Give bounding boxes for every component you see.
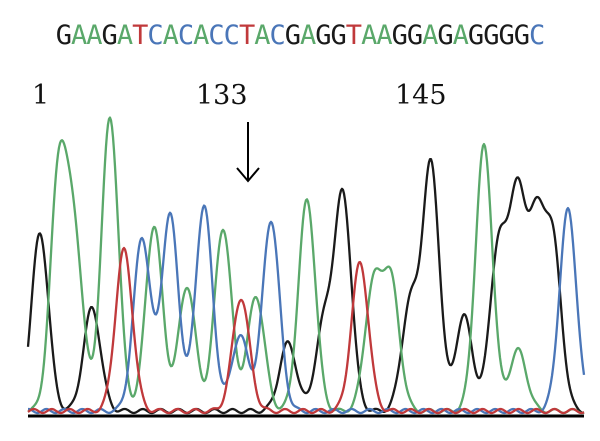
trace-T	[27, 246, 585, 415]
base-letter: G	[55, 20, 72, 51]
base-letter: A	[361, 20, 377, 51]
base-letter: G	[406, 20, 423, 51]
base-letter: A	[71, 20, 87, 51]
position-arrow	[236, 122, 260, 183]
base-sequence: GAAGATCACACCTACGAGGTAAGGAGAGGGGC	[0, 20, 600, 51]
base-letter: G	[513, 20, 530, 51]
base-letter: C	[528, 20, 545, 51]
base-letter: G	[315, 20, 331, 51]
base-letter: C	[223, 20, 240, 51]
base-letter: G	[101, 20, 118, 51]
base-letter: A	[162, 20, 179, 51]
trace-C	[27, 204, 586, 415]
position-label-145: 145	[395, 80, 447, 111]
base-letter: T	[132, 20, 148, 51]
base-letter: T	[345, 20, 362, 51]
base-letter: G	[330, 20, 347, 51]
base-letter: A	[300, 20, 316, 51]
arrow-head	[236, 167, 260, 183]
base-letter: C	[177, 20, 194, 51]
base-letter: G	[284, 20, 301, 51]
trace-G	[26, 157, 585, 415]
base-letter: G	[483, 20, 499, 51]
base-letter: A	[422, 20, 438, 51]
base-letter: A	[116, 20, 133, 51]
base-letter: A	[254, 20, 270, 51]
base-letter: A	[376, 20, 392, 51]
base-letter: A	[193, 20, 209, 51]
base-letter: C	[147, 20, 163, 51]
position-label-133: 133	[196, 80, 248, 111]
base-letter: G	[498, 20, 514, 51]
base-letter: A	[452, 20, 469, 51]
base-letter: C	[208, 20, 224, 51]
base-letter: A	[86, 20, 102, 51]
position-label-1: 1	[32, 80, 50, 111]
base-letter: T	[238, 20, 255, 51]
base-letter: C	[269, 20, 285, 51]
base-letter: G	[467, 20, 484, 51]
trace-A	[27, 116, 585, 415]
base-letter: G	[391, 20, 408, 51]
base-letter: G	[437, 20, 453, 51]
